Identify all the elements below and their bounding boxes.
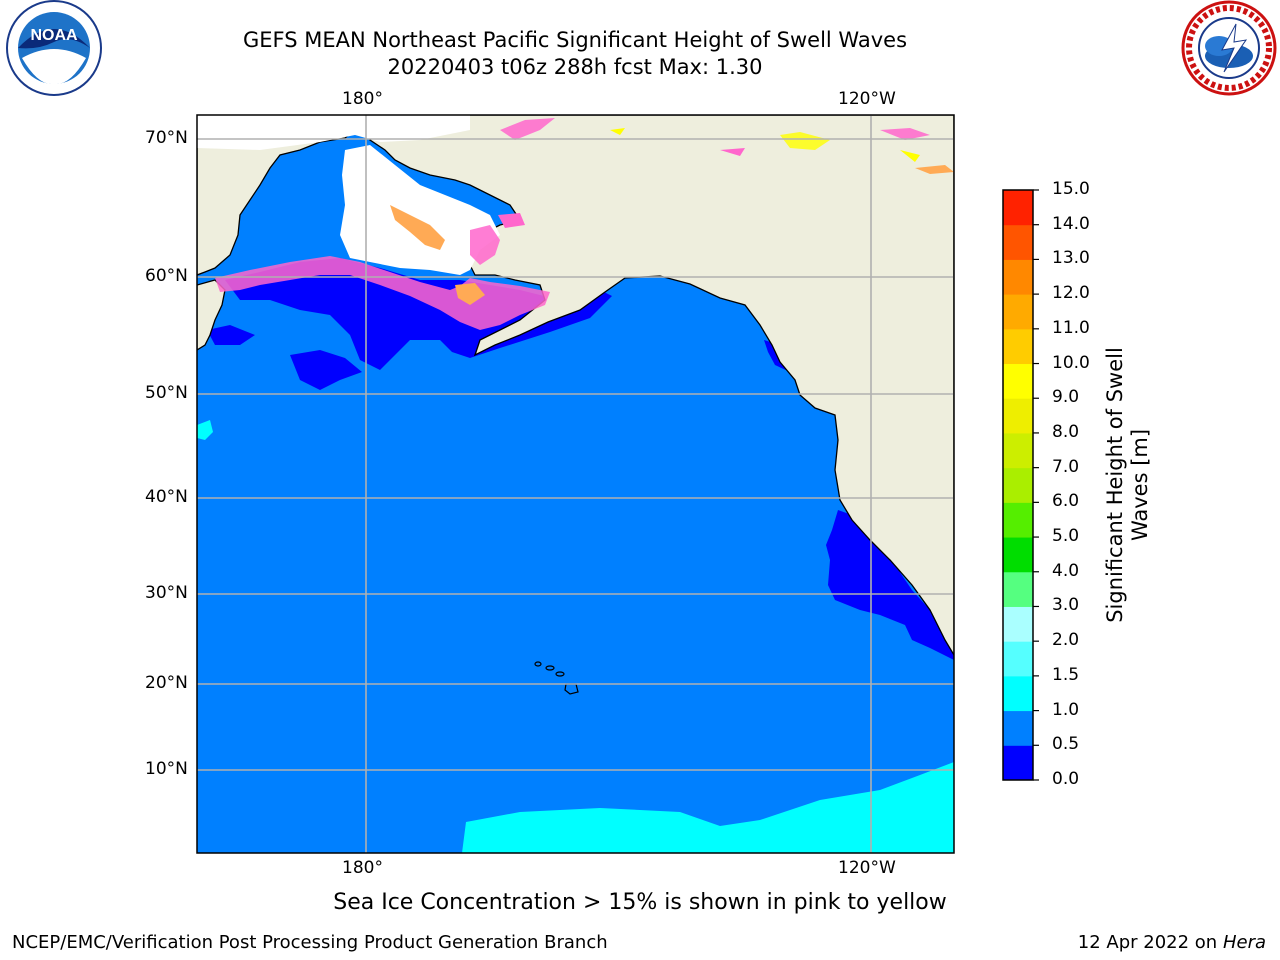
noaa-logo-text: NOAA <box>30 27 78 44</box>
map-area <box>197 115 954 853</box>
colorbar-tick-label: 12.0 <box>1052 283 1090 304</box>
ocean-calm-california <box>826 510 954 660</box>
ocean-low-swell-south <box>462 762 954 853</box>
footer-host: Hera <box>1222 932 1266 953</box>
colorbar <box>1002 189 1039 781</box>
lat-label-60n: 60°N <box>145 266 188 286</box>
colorbar-tick-label: 13.0 <box>1052 248 1090 269</box>
colorbar-tick-label: 9.0 <box>1052 387 1080 408</box>
colorbar-tick-label: 4.0 <box>1052 560 1080 581</box>
colorbar-segment <box>1003 537 1033 573</box>
colorbar-segment <box>1003 641 1033 677</box>
sea-ice-patch <box>390 205 445 250</box>
noaa-logo: NOAA <box>6 0 102 96</box>
lon-label-top-180: 180° <box>342 89 383 109</box>
colorbar-tick-label: 8.0 <box>1052 421 1080 442</box>
chart-title: GEFS MEAN Northeast Pacific Significant … <box>242 28 908 52</box>
colorbar-segment <box>1003 190 1033 226</box>
map-gridlines <box>197 115 954 853</box>
colorbar-segment <box>1003 363 1033 399</box>
colorbar-tick-label: 6.0 <box>1052 491 1080 512</box>
colorbar-tick-label: 15.0 <box>1052 179 1090 199</box>
sea-ice-note: Sea Ice Concentration > 15% is shown in … <box>333 890 947 915</box>
colorbar-tick-label: 1.5 <box>1052 664 1080 685</box>
colorbar-tick-label: 10.0 <box>1052 352 1090 373</box>
colorbar-segment <box>1003 502 1033 538</box>
colorbar-segment <box>1003 259 1033 295</box>
lon-label-bottom-120w: 120°W <box>838 858 896 878</box>
colorbar-tick-label: 14.0 <box>1052 213 1090 234</box>
colorbar-segment <box>1003 432 1033 469</box>
lat-label-20n: 20°N <box>145 673 188 693</box>
lat-label-10n: 10°N <box>145 759 188 779</box>
sea-ice-bering <box>215 256 550 330</box>
colorbar-title-line1: Significant Height of Swell <box>1103 347 1127 623</box>
colorbar-segment <box>1003 675 1033 712</box>
colorbar-frame <box>1002 189 1034 781</box>
lat-label-70n: 70°N <box>145 128 188 148</box>
colorbar-segment <box>1003 398 1033 434</box>
colorbar-segment <box>1003 606 1033 642</box>
ocean-calm-bering <box>225 258 612 370</box>
footer-date: 12 Apr 2022 on Hera <box>1078 932 1266 953</box>
colorbar-tick-label: 0.5 <box>1052 734 1080 755</box>
no-data-bering <box>340 145 500 275</box>
colorbar-segment <box>1003 328 1033 365</box>
colorbar-tick-label: 3.0 <box>1052 595 1080 616</box>
chart-subtitle: 20220403 t06z 288h fcst Max: 1.30 <box>387 55 763 79</box>
colorbar-tick-label: 0.0 <box>1052 769 1080 789</box>
colorbar-title-line2: Waves [m] <box>1128 428 1152 542</box>
lat-label-30n: 30°N <box>145 583 188 603</box>
colorbar-tick-label: 5.0 <box>1052 526 1080 547</box>
lon-label-top-120w: 120°W <box>838 89 896 109</box>
colorbar-segment <box>1003 467 1033 503</box>
nws-logo <box>1181 0 1277 96</box>
map-frame <box>196 114 955 854</box>
footer-date-prefix: 12 Apr 2022 on <box>1077 932 1223 953</box>
colorbar-tick-label: 7.0 <box>1052 456 1080 477</box>
colorbar-tick-label: 11.0 <box>1052 317 1090 338</box>
colorbar-tick-label: 2.0 <box>1052 630 1080 651</box>
lon-label-bottom-180: 180° <box>342 858 383 878</box>
colorbar-segment <box>1003 710 1033 746</box>
footer-credit: NCEP/EMC/Verification Post Processing Pr… <box>12 932 608 953</box>
colorbar-segment <box>1003 294 1033 330</box>
land-north-america <box>368 115 954 657</box>
colorbar-segment <box>1003 224 1033 260</box>
colorbar-tick-label: 1.0 <box>1052 699 1080 720</box>
colorbar-segment <box>1003 571 1033 607</box>
colorbar-segment <box>1003 745 1033 781</box>
lat-label-40n: 40°N <box>145 487 188 507</box>
lat-label-50n: 50°N <box>145 383 188 403</box>
